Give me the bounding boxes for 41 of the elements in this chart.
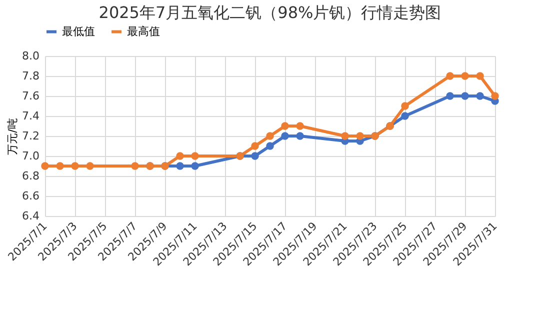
point xyxy=(461,72,469,80)
point xyxy=(491,92,499,100)
point xyxy=(401,112,409,120)
point xyxy=(281,122,289,130)
point xyxy=(356,132,364,140)
y-axis-title: 万元/吨 xyxy=(6,118,20,155)
point xyxy=(341,132,349,140)
point xyxy=(461,92,469,100)
point xyxy=(191,152,199,160)
legend-label: 最低值 xyxy=(62,24,95,38)
point xyxy=(251,142,259,150)
y-tick-label: 7.6 xyxy=(22,90,40,102)
point xyxy=(176,162,184,170)
y-tick-label: 8.0 xyxy=(22,50,40,62)
point xyxy=(296,132,304,140)
point xyxy=(476,72,484,80)
y-tick-label: 6.4 xyxy=(22,210,40,222)
point xyxy=(266,132,274,140)
point xyxy=(401,102,409,110)
y-tick-label: 6.6 xyxy=(22,190,40,202)
point xyxy=(281,132,289,140)
legend-label: 最高值 xyxy=(127,24,160,38)
point xyxy=(71,162,79,170)
point xyxy=(266,142,274,150)
point xyxy=(251,152,259,160)
y-tick-label: 7.2 xyxy=(22,130,40,142)
point xyxy=(476,92,484,100)
point xyxy=(56,162,64,170)
y-tick-label: 7.0 xyxy=(22,150,40,162)
y-tick-label: 7.8 xyxy=(22,70,40,82)
y-tick-label: 6.8 xyxy=(22,170,40,182)
point xyxy=(176,152,184,160)
y-tick-label: 7.4 xyxy=(22,110,40,122)
point xyxy=(41,162,49,170)
point xyxy=(191,162,199,170)
point xyxy=(86,162,94,170)
point xyxy=(296,122,304,130)
point xyxy=(446,92,454,100)
point xyxy=(131,162,139,170)
point xyxy=(446,72,454,80)
chart-title: 2025年7月五氧化二钒（98%片钒）行情走势图 xyxy=(98,3,442,22)
